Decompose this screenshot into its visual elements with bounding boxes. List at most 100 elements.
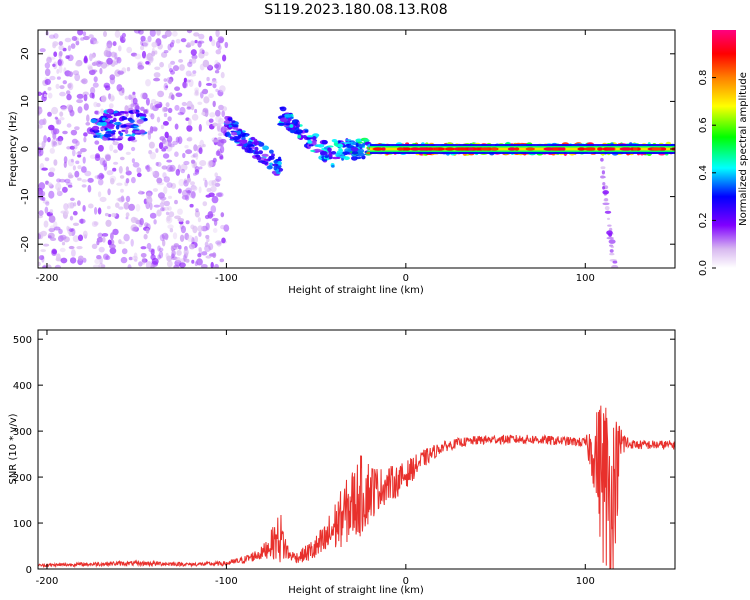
spectral-blob [109,74,116,81]
spectral-blob [185,70,192,77]
spectral-blob [136,167,142,174]
spectral-ridge-core [369,147,675,151]
spectral-blob [155,103,162,109]
spectral-blob [38,182,46,190]
spectral-blob [55,182,62,191]
spectral-blob [172,232,178,240]
spectral-blob [83,57,89,64]
spectral-blob [46,264,52,268]
spectral-blob [71,36,78,41]
colorbar-tick-label: 0.0 [698,260,709,276]
spectral-blob [215,240,222,245]
spectral-blob [41,197,46,201]
spectral-blob [123,202,130,210]
spectral-blob [105,44,113,49]
spectral-blob [91,62,97,66]
spectral-blob [206,76,210,82]
spectral-blob [314,148,322,152]
spectral-blob [145,97,150,106]
spectral-blob [42,264,47,268]
spectral-blob [125,134,133,137]
spectral-blob [163,200,170,207]
spectral-blob [210,205,217,214]
spectral-blob [207,211,214,219]
spectral-blob [139,116,146,119]
spectral-blob [170,60,176,65]
spectral-blob [172,65,180,72]
spectral-blob [130,216,137,223]
spectral-blob [52,63,56,67]
spectral-peak [507,147,517,151]
spectral-blob [201,111,206,116]
spectral-blob [287,118,292,122]
spectral-blob [66,93,72,101]
spectral-blob [262,161,267,164]
spectral-blob [146,164,151,173]
spectral-blob [611,274,618,278]
spectral-blob [49,147,55,154]
spectral-blob [107,239,112,246]
spectral-blob [174,199,178,205]
spectral-blob [219,85,226,93]
spectral-blob [149,212,157,219]
spectral-blob [76,246,83,250]
spectral-blob [109,244,116,249]
spectral-blob [116,56,122,64]
spectral-blob [59,85,65,90]
spectral-blob [147,35,152,43]
spectral-blob [143,109,148,114]
spectral-blob [212,252,217,258]
spectral-blob [168,68,174,73]
spectral-blob [110,51,117,58]
spectral-blob [198,166,203,170]
spectral-blob [156,209,162,217]
spectral-blob [133,252,138,259]
spectral-blob [148,56,154,62]
spectral-blob [186,125,193,132]
y-tick-label: 0 [26,565,32,576]
spectral-blob [133,125,139,128]
spectral-blob [169,228,174,233]
spectral-peak [561,147,566,151]
spectral-blob [149,30,156,37]
colorbar: 0.0 0.2 0.4 0.6 0.8 Normalized spectral ampl… [698,30,749,276]
spectral-blob [321,140,328,145]
spectral-blob [607,217,610,220]
spectral-blob [117,143,124,151]
spectral-blob [153,72,161,78]
spectral-blob [232,124,239,128]
spectral-blob [96,60,102,67]
spectral-blob [72,70,80,76]
spectral-blob [606,236,614,240]
spectral-blob [208,93,215,99]
spectral-blob [269,155,275,160]
spectral-blob [105,154,111,161]
spectral-blob [337,140,341,144]
spectral-blob [166,215,171,222]
spectral-blob [163,112,168,118]
spectral-blob [63,209,69,216]
spectral-blob [209,35,213,42]
spectral-blob [40,230,47,237]
spectral-blob [146,242,152,250]
spectral-blob [66,146,71,150]
spectral-blob [277,122,286,126]
spectral-blob [164,141,170,148]
spectral-blob [167,107,173,114]
spectral-blob [304,129,309,133]
spectral-blob [72,210,78,216]
spectral-blob [77,234,84,242]
spectral-blob [95,132,102,135]
spectral-blob [149,126,154,134]
spectral-blob [162,172,167,179]
spectral-blob [145,53,152,62]
spectral-blob [212,83,217,89]
spectral-blob [228,124,233,128]
spectral-blob [168,166,175,172]
spectral-blob [155,148,159,153]
spectral-blob [175,136,180,143]
spectral-blob [139,217,144,226]
spectral-blob [48,215,56,223]
spectral-peak [373,147,384,151]
spectral-blob [106,205,111,210]
